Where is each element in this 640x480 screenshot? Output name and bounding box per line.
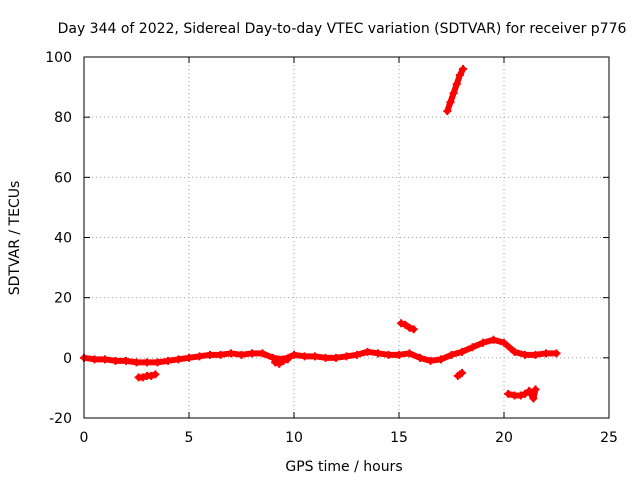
data-point bbox=[516, 391, 525, 400]
x-tick-label: 5 bbox=[185, 430, 194, 446]
segment-dip-near-18h bbox=[453, 368, 466, 380]
y-tick-label: 40 bbox=[54, 231, 72, 247]
data-point bbox=[504, 389, 513, 398]
data-point bbox=[271, 358, 280, 367]
data-point bbox=[151, 370, 160, 379]
segment-main-trace bbox=[80, 335, 561, 367]
data-point bbox=[458, 368, 466, 377]
x-tick-label: 15 bbox=[390, 430, 408, 446]
x-axis-label: GPS time / hours bbox=[285, 459, 402, 475]
segment-steep-rise bbox=[443, 65, 468, 116]
data-point bbox=[311, 352, 319, 361]
data-point bbox=[437, 355, 445, 364]
y-tick-label: -20 bbox=[49, 411, 72, 427]
data-points bbox=[80, 65, 561, 403]
data-point bbox=[111, 356, 120, 365]
data-point bbox=[521, 350, 529, 359]
y-tick-label: 60 bbox=[54, 170, 72, 186]
data-point bbox=[147, 371, 156, 380]
data-point bbox=[237, 350, 246, 359]
data-point bbox=[531, 385, 540, 394]
data-point bbox=[290, 350, 298, 359]
data-point bbox=[206, 350, 214, 359]
data-point bbox=[122, 356, 130, 365]
chart-title: Day 344 of 2022, Sidereal Day-to-day VTE… bbox=[58, 21, 627, 37]
x-tick-label: 10 bbox=[285, 430, 303, 446]
data-point bbox=[216, 350, 225, 359]
data-point bbox=[132, 358, 141, 367]
data-point bbox=[447, 350, 456, 359]
data-point bbox=[479, 338, 487, 347]
data-point bbox=[342, 352, 351, 361]
data-point bbox=[401, 320, 410, 329]
data-point bbox=[510, 347, 519, 356]
data-point bbox=[101, 355, 109, 364]
data-point bbox=[138, 373, 147, 382]
data-point bbox=[275, 359, 284, 368]
data-point bbox=[452, 80, 461, 89]
data-point bbox=[458, 347, 466, 356]
y-tick-label: 100 bbox=[45, 50, 72, 66]
data-point bbox=[525, 386, 534, 395]
data-point bbox=[90, 355, 99, 364]
y-tick-label: 0 bbox=[63, 351, 72, 367]
data-point bbox=[521, 389, 529, 398]
data-point bbox=[405, 349, 414, 358]
segment-gap-cluster-9h bbox=[271, 355, 292, 368]
data-point bbox=[443, 107, 452, 116]
data-point bbox=[384, 350, 393, 359]
data-point bbox=[279, 356, 288, 365]
data-point bbox=[449, 89, 458, 98]
data-point bbox=[185, 353, 193, 362]
segment-dip-near-21h bbox=[504, 385, 540, 403]
y-axis-label: SDTVAR / TECUs bbox=[7, 181, 23, 296]
y-tick-label: 80 bbox=[54, 110, 72, 126]
data-point bbox=[531, 350, 540, 359]
data-point bbox=[500, 338, 508, 347]
y-tick-label: 20 bbox=[54, 291, 72, 307]
data-point bbox=[321, 353, 330, 362]
data-point bbox=[283, 355, 292, 364]
series-line bbox=[81, 336, 560, 366]
data-point bbox=[164, 356, 172, 365]
data-point bbox=[552, 349, 561, 358]
data-point bbox=[455, 71, 464, 80]
axis-ticks: 0 5 10 15 20 25 -20 0 20 40 60 80 100 bbox=[45, 50, 618, 446]
data-point bbox=[397, 319, 406, 328]
x-tick-label: 0 bbox=[80, 430, 89, 446]
data-point bbox=[529, 394, 538, 403]
data-point bbox=[426, 356, 435, 365]
data-point bbox=[174, 355, 183, 364]
segment-bump-15h bbox=[397, 319, 418, 334]
data-point bbox=[489, 335, 498, 344]
segment-dip-near-3h bbox=[134, 370, 160, 382]
data-point bbox=[542, 349, 550, 358]
data-point bbox=[143, 358, 151, 367]
data-point bbox=[153, 358, 162, 367]
x-tick-label: 20 bbox=[495, 430, 513, 446]
data-point bbox=[258, 349, 267, 358]
data-point bbox=[468, 343, 477, 352]
data-point bbox=[374, 349, 382, 358]
data-point bbox=[195, 352, 204, 361]
data-point bbox=[446, 98, 455, 107]
data-point bbox=[459, 65, 468, 74]
data-point bbox=[248, 349, 256, 358]
data-point bbox=[395, 350, 403, 359]
data-point bbox=[416, 353, 424, 362]
data-point bbox=[300, 352, 309, 361]
plot-border bbox=[83, 56, 610, 419]
data-point bbox=[353, 350, 361, 359]
data-point bbox=[363, 347, 372, 356]
x-tick-label: 25 bbox=[600, 430, 618, 446]
data-point bbox=[405, 323, 414, 332]
data-point bbox=[227, 349, 235, 358]
data-point bbox=[409, 325, 418, 334]
data-point bbox=[332, 353, 340, 362]
